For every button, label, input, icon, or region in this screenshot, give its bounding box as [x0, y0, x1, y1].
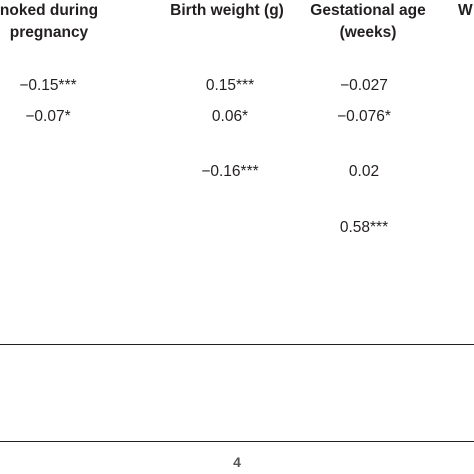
table-cell: −0.027	[340, 77, 388, 94]
column-header-smoked-during-pregnancy: noked during pregnancy	[0, 0, 104, 44]
header-line: pregnancy	[9, 24, 89, 41]
table-cell: −0.07*	[25, 108, 71, 125]
table-cell: −0.076*	[337, 108, 391, 125]
table-bottom-rule	[0, 344, 474, 345]
column-header-truncated: W	[458, 0, 474, 22]
table-cell: 0.58***	[339, 219, 389, 236]
header-line: W	[458, 2, 473, 19]
table-cell: −0.15***	[19, 77, 77, 94]
header-line: Gestational age	[310, 2, 426, 19]
column-header-gestational-age: Gestational age (weeks)	[298, 0, 438, 44]
page-number: 4	[233, 454, 241, 470]
table-cell: 0.02	[348, 163, 380, 180]
header-line: (weeks)	[339, 24, 397, 41]
table-cell: 0.06*	[211, 108, 249, 125]
column-header-birth-weight: Birth weight (g)	[160, 0, 294, 22]
table-cell: 0.15***	[205, 77, 255, 94]
footer-rule	[0, 441, 474, 442]
header-line: Birth weight (g)	[170, 2, 284, 19]
header-line: noked during	[0, 2, 99, 19]
table-cell: −0.16***	[201, 163, 259, 180]
